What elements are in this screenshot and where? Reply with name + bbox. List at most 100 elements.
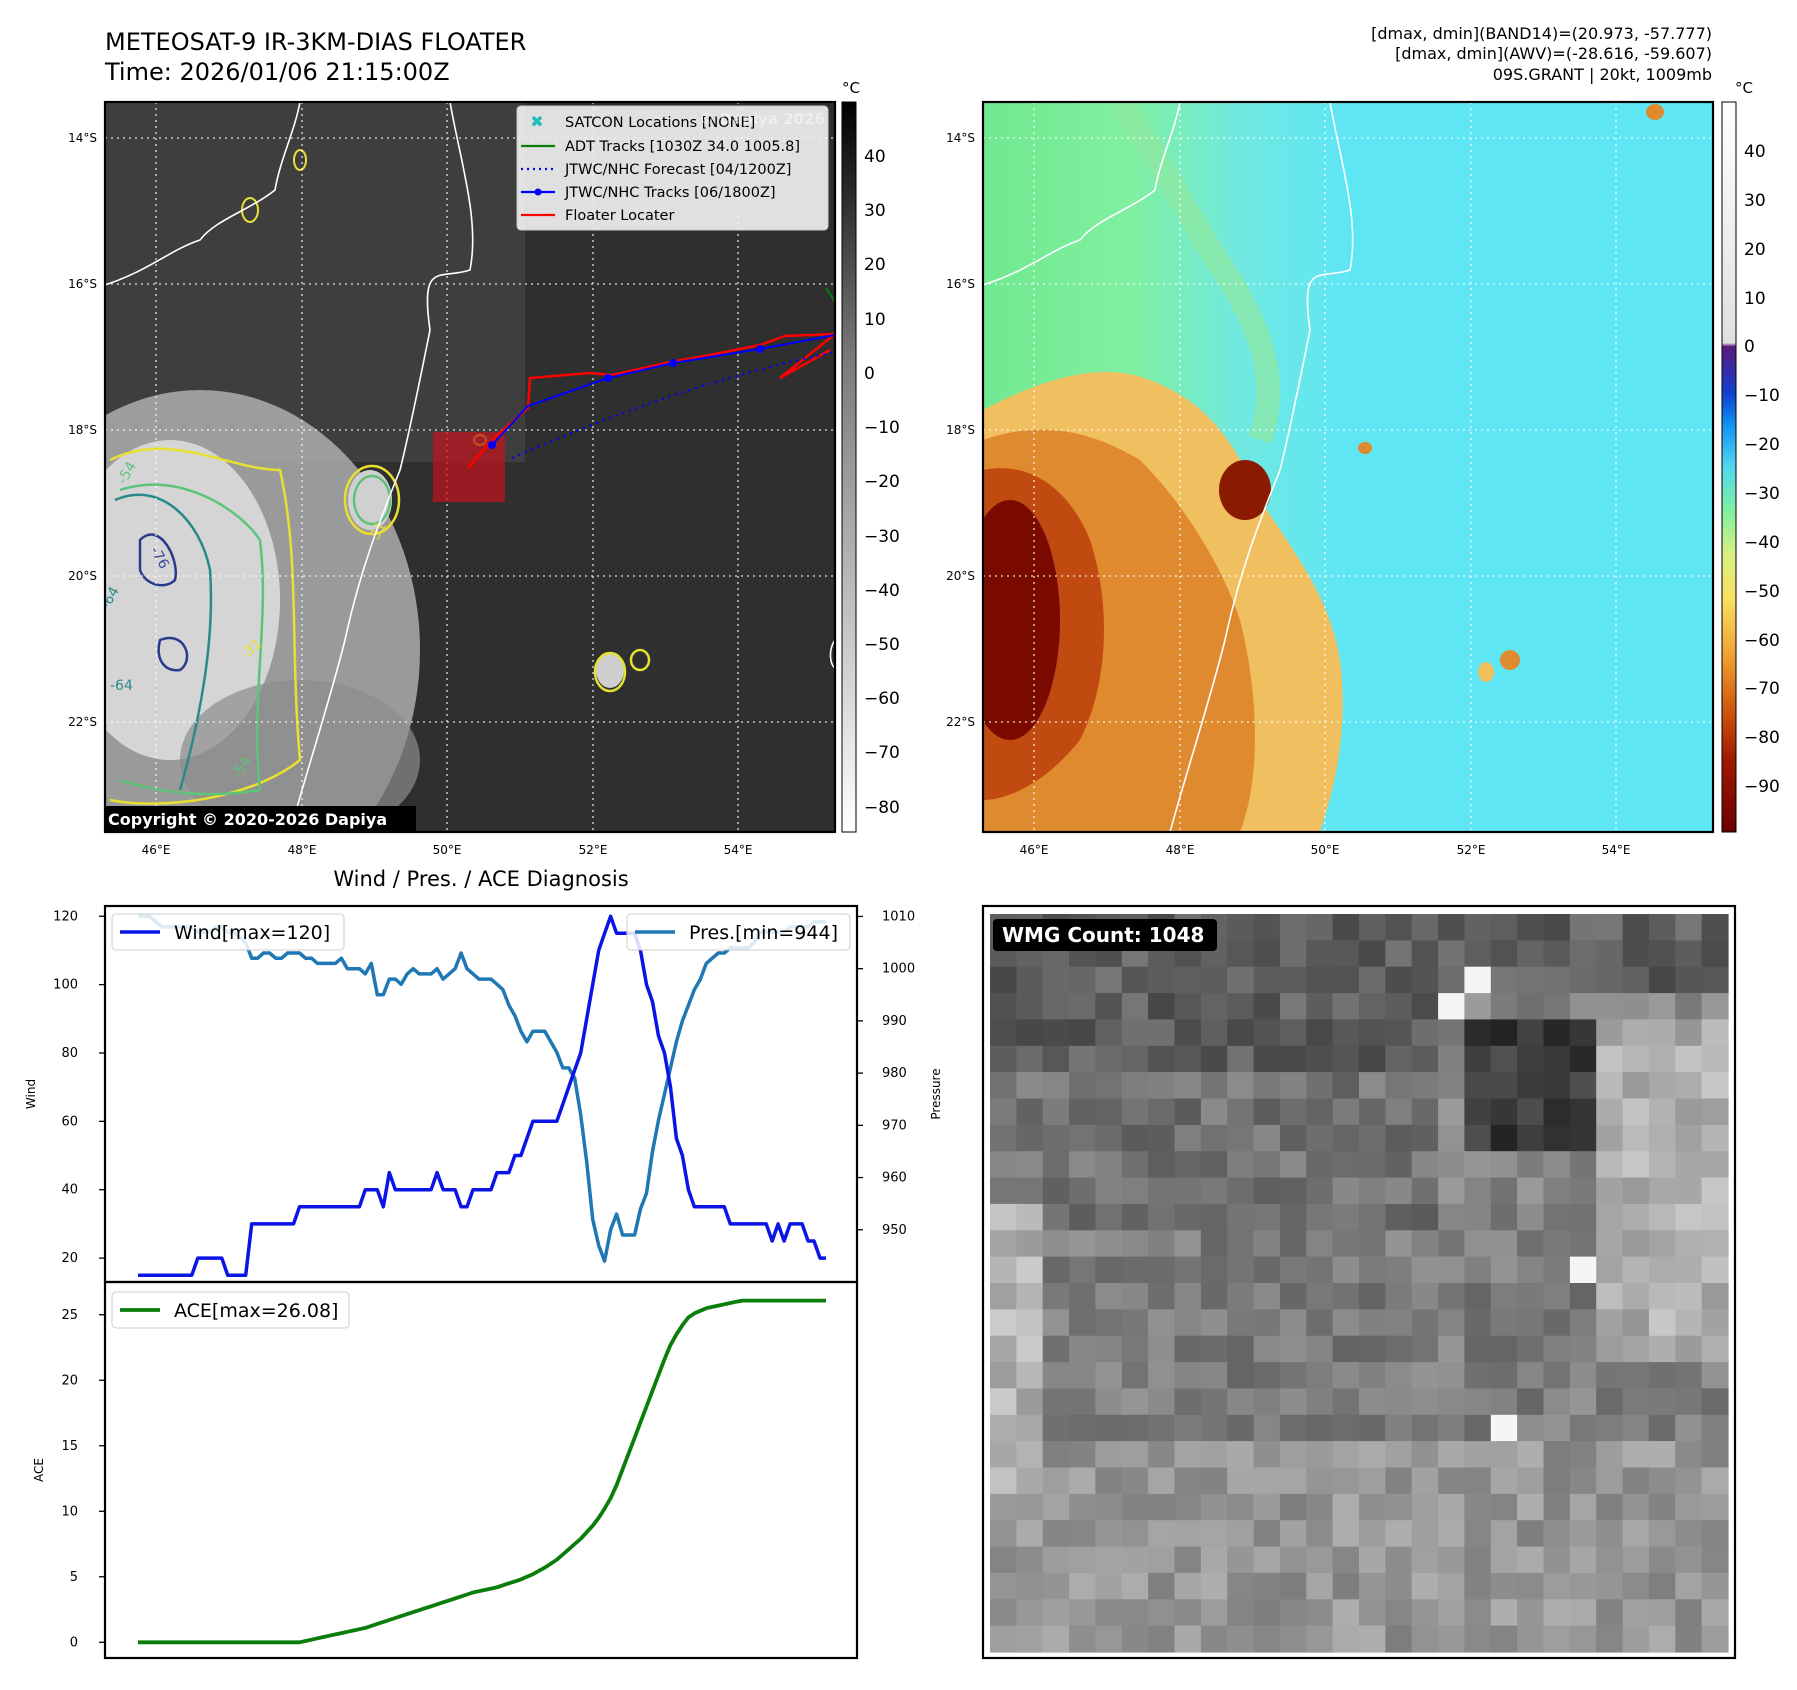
wmg-pixel bbox=[1042, 1362, 1070, 1390]
colorbar-tick: −50 bbox=[1744, 582, 1780, 602]
wmg-pixel bbox=[1385, 1124, 1413, 1152]
contour-line bbox=[352, 474, 392, 526]
wmg-pixel bbox=[1069, 1599, 1097, 1627]
wmg-pixel bbox=[1016, 1599, 1044, 1627]
ir-coldest-cloud bbox=[105, 440, 280, 760]
wmg-pixel bbox=[990, 1072, 1017, 1100]
wmg-pixel bbox=[1306, 1572, 1334, 1600]
ir-map-frame bbox=[103, 100, 837, 834]
wmg-pixel bbox=[1701, 966, 1729, 994]
wmg-pixel bbox=[1596, 1256, 1624, 1284]
wmg-pixel bbox=[1148, 1441, 1176, 1469]
enhanced-map-frame bbox=[981, 100, 1715, 834]
wmg-pixel bbox=[1227, 1493, 1255, 1521]
lon-label: 52°E bbox=[579, 843, 608, 857]
wmg-pixel bbox=[1227, 1177, 1255, 1205]
wmg-pixel bbox=[1174, 1283, 1202, 1310]
wmg-pixel bbox=[1675, 1283, 1703, 1310]
wmg-pixel bbox=[1332, 1388, 1360, 1416]
wmg-pixel bbox=[1200, 1414, 1228, 1442]
wmg-pixel bbox=[1622, 1230, 1650, 1258]
wmg-pixel bbox=[1701, 1256, 1729, 1284]
wmg-pixel bbox=[1306, 1441, 1334, 1469]
wmg-pixel bbox=[1306, 1283, 1334, 1310]
ace-y-tick-label: 5 bbox=[70, 1570, 78, 1585]
wmg-pixel bbox=[1385, 914, 1413, 941]
wmg-pixel bbox=[1121, 1177, 1149, 1205]
pressure-y-tick-label: 960 bbox=[882, 1171, 907, 1186]
wmg-pixel bbox=[1622, 1467, 1650, 1495]
wmg-pixel bbox=[1016, 1151, 1044, 1179]
wmg-pixel bbox=[1253, 1520, 1281, 1548]
wmg-pixel bbox=[1253, 1414, 1281, 1442]
wmg-pixel bbox=[1701, 914, 1729, 941]
copyright-box bbox=[105, 806, 416, 832]
wmg-pixel bbox=[1675, 1467, 1703, 1495]
wmg-pixel bbox=[1701, 1019, 1729, 1047]
wmg-pixel bbox=[1148, 1572, 1176, 1600]
wmg-pixel bbox=[1622, 1203, 1650, 1231]
wmg-pixel bbox=[990, 1230, 1017, 1258]
wmg-pixel bbox=[1622, 1045, 1650, 1073]
wmg-pixel bbox=[1121, 1467, 1149, 1495]
forecast-track-line bbox=[511, 350, 835, 460]
adt-track-segment bbox=[825, 287, 835, 303]
wmg-pixel bbox=[1596, 1546, 1624, 1574]
wmg-pixel bbox=[1675, 966, 1703, 994]
wmg-pixel bbox=[1675, 940, 1703, 968]
wmg-pixel bbox=[1569, 1203, 1597, 1231]
wmg-pixel bbox=[1016, 1388, 1044, 1416]
wmg-pixel bbox=[990, 1203, 1017, 1231]
wmg-pixel bbox=[1069, 1441, 1097, 1469]
wmg-frame bbox=[981, 904, 1737, 1660]
wmg-pixel bbox=[1490, 1072, 1518, 1100]
wmg-pixel bbox=[1148, 1283, 1176, 1310]
wmg-pixel bbox=[1438, 914, 1466, 941]
wmg-pixel bbox=[1121, 1414, 1149, 1442]
wmg-pixel bbox=[1279, 1045, 1307, 1073]
ace-plot-frame bbox=[103, 1280, 859, 1660]
wmg-pixel bbox=[1490, 1467, 1518, 1495]
wmg-pixel bbox=[1042, 1520, 1070, 1548]
wmg-pixel bbox=[1200, 1230, 1228, 1258]
wmg-pixel bbox=[1464, 1072, 1492, 1100]
wmg-pixel bbox=[1648, 1045, 1676, 1073]
wmg-pixel bbox=[1622, 1124, 1650, 1152]
wmg-pixel bbox=[1701, 1177, 1729, 1205]
wmg-pixel bbox=[1438, 993, 1466, 1021]
wmg-pixel bbox=[1701, 1493, 1729, 1521]
wmg-pixel bbox=[1069, 1045, 1097, 1073]
wmg-pixel bbox=[1042, 1414, 1070, 1442]
wmg-pixel bbox=[1622, 1335, 1650, 1363]
wmg-pixel bbox=[1227, 1441, 1255, 1469]
wmg-pixel bbox=[1675, 1546, 1703, 1574]
wmg-pixel bbox=[1517, 1072, 1545, 1100]
wmg-pixel bbox=[1385, 1599, 1413, 1627]
wmg-pixel bbox=[1016, 1203, 1044, 1231]
wmg-pixel bbox=[1359, 1441, 1386, 1469]
wmg-pixel bbox=[1411, 993, 1439, 1021]
colorbar-tick: 20 bbox=[864, 255, 886, 275]
wmg-pixel bbox=[1438, 1098, 1466, 1126]
wmg-pixel bbox=[1359, 1151, 1386, 1179]
wmg-pixel bbox=[1042, 966, 1070, 994]
wmg-pixel bbox=[990, 1335, 1017, 1363]
wmg-pixel bbox=[1385, 1045, 1413, 1073]
wmg-pixel bbox=[1411, 914, 1439, 941]
wmg-pixel bbox=[1200, 1572, 1228, 1600]
jtwc-track-point bbox=[488, 441, 496, 449]
wmg-pixel bbox=[1675, 1098, 1703, 1126]
wmg-pixel bbox=[1622, 1441, 1650, 1469]
wmg-pixel bbox=[1517, 1467, 1545, 1495]
wmg-pixel bbox=[1306, 914, 1334, 941]
coastline-madagascar-east bbox=[1169, 102, 1354, 832]
wmg-pixel bbox=[1411, 1335, 1439, 1363]
coastline-madagascar-east bbox=[289, 102, 474, 832]
wmg-pixel bbox=[1016, 1098, 1044, 1126]
wmg-pixel bbox=[1095, 1441, 1123, 1469]
ir-map-lon-labels: 46°E 48°E 50°E 52°E 54°E bbox=[142, 843, 753, 857]
pressure-legend-box bbox=[626, 913, 851, 951]
wmg-pixel bbox=[1042, 1098, 1070, 1126]
wmg-pixel bbox=[1069, 1151, 1097, 1179]
contour-line bbox=[343, 464, 401, 536]
